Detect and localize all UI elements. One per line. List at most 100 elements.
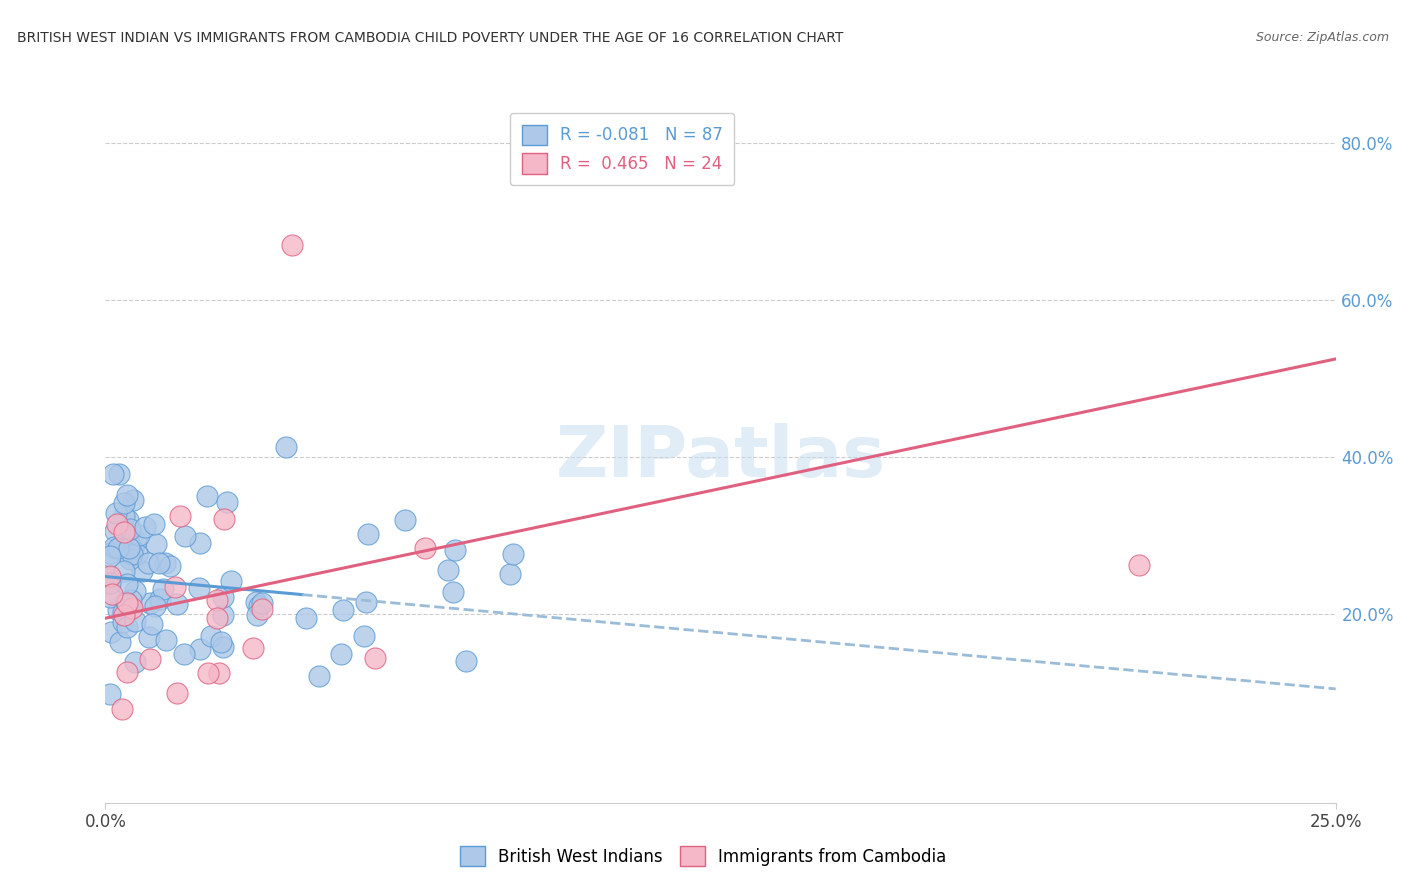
Point — [188, 642, 211, 657]
Point — [245, 595, 267, 609]
Point — [152, 582, 174, 596]
Point — [153, 556, 176, 570]
Point — [107, 603, 129, 617]
Point — [115, 620, 138, 634]
Point — [364, 651, 387, 665]
Point — [114, 608, 136, 623]
Point — [252, 596, 274, 610]
Point — [105, 516, 128, 531]
Point — [174, 528, 197, 542]
Point — [98, 687, 122, 701]
Point — [134, 520, 156, 534]
Point — [117, 513, 139, 527]
Point — [212, 607, 235, 622]
Point — [98, 576, 122, 591]
Point — [1128, 558, 1150, 572]
Point — [111, 701, 134, 715]
Point — [136, 556, 159, 570]
Point — [155, 632, 177, 647]
Point — [197, 665, 219, 680]
Point — [212, 512, 235, 526]
Point — [112, 525, 135, 540]
Point — [145, 599, 167, 614]
Point — [98, 568, 122, 582]
Point — [436, 563, 458, 577]
Point — [163, 580, 186, 594]
Point — [98, 570, 122, 584]
Point — [121, 492, 143, 507]
Legend: British West Indians, Immigrants from Cambodia: British West Indians, Immigrants from Ca… — [453, 839, 953, 873]
Point — [215, 494, 238, 508]
Point — [141, 616, 163, 631]
Point — [115, 487, 138, 501]
Point — [125, 547, 148, 561]
Point — [212, 590, 235, 604]
Legend: R = -0.081   N = 87, R =  0.465   N = 24: R = -0.081 N = 87, R = 0.465 N = 24 — [510, 113, 734, 186]
Point — [112, 564, 135, 578]
Point — [101, 586, 124, 600]
Point — [121, 543, 143, 558]
Point — [111, 615, 134, 630]
Point — [98, 549, 122, 564]
Text: Source: ZipAtlas.com: Source: ZipAtlas.com — [1256, 31, 1389, 45]
Text: ZIPatlas: ZIPatlas — [555, 423, 886, 491]
Point — [308, 669, 330, 683]
Point — [159, 558, 181, 573]
Point — [139, 596, 162, 610]
Point — [98, 546, 122, 560]
Point — [394, 513, 416, 527]
Point — [295, 611, 318, 625]
Point — [118, 522, 141, 536]
Point — [166, 685, 188, 699]
Point — [139, 652, 162, 666]
Point — [110, 635, 132, 649]
Point — [166, 597, 188, 611]
Point — [250, 602, 273, 616]
Point — [138, 630, 160, 644]
Point — [115, 665, 138, 680]
Point — [115, 594, 138, 608]
Point — [413, 541, 436, 555]
Point — [115, 596, 138, 610]
Point — [120, 552, 142, 566]
Point — [169, 509, 191, 524]
Point — [103, 467, 125, 482]
Text: BRITISH WEST INDIAN VS IMMIGRANTS FROM CAMBODIA CHILD POVERTY UNDER THE AGE OF 1: BRITISH WEST INDIAN VS IMMIGRANTS FROM C… — [17, 31, 844, 45]
Point — [112, 508, 135, 523]
Point — [246, 608, 269, 623]
Point — [195, 489, 218, 503]
Point — [118, 537, 141, 551]
Point — [131, 564, 153, 578]
Point — [332, 603, 354, 617]
Point — [200, 629, 222, 643]
Point — [121, 601, 143, 615]
Point — [118, 541, 141, 555]
Point — [100, 624, 122, 639]
Point — [274, 440, 297, 454]
Point — [212, 640, 235, 654]
Point — [124, 584, 146, 599]
Point — [143, 517, 166, 532]
Point — [104, 506, 127, 520]
Point — [124, 655, 146, 669]
Point — [112, 605, 135, 619]
Point — [205, 611, 228, 625]
Point — [247, 599, 270, 613]
Point — [120, 592, 142, 607]
Point — [441, 585, 464, 599]
Point — [188, 536, 211, 550]
Point — [125, 534, 148, 549]
Point — [502, 547, 524, 561]
Point — [242, 640, 264, 655]
Point — [112, 496, 135, 510]
Point — [219, 574, 242, 588]
Point — [205, 593, 228, 607]
Point — [498, 566, 520, 581]
Point — [107, 541, 129, 555]
Point — [149, 592, 172, 607]
Point — [330, 648, 353, 662]
Point — [128, 528, 150, 542]
Point — [187, 581, 209, 595]
Point — [444, 543, 467, 558]
Point — [281, 238, 304, 252]
